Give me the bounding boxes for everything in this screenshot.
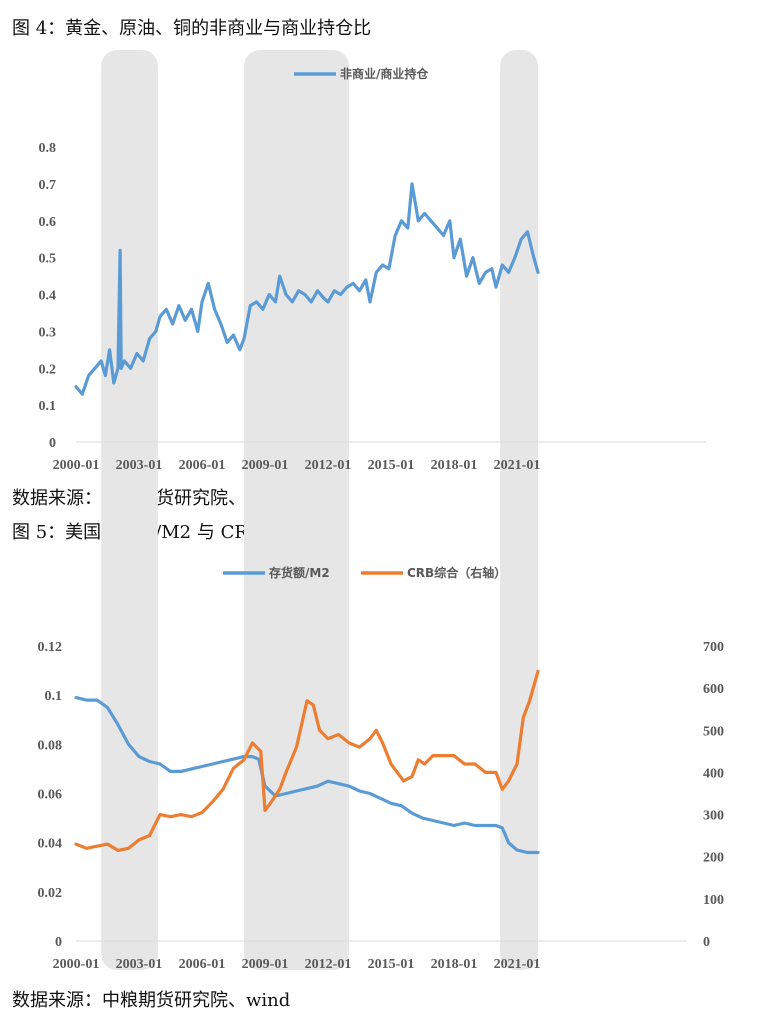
chart1-x-tick-label: 2021-01 (494, 458, 541, 473)
chart2-x-tick-label: 2021-01 (494, 957, 541, 972)
chart1-series-line-1 (74, 182, 540, 396)
chart1-y-tick-label: 0.5 (39, 252, 57, 267)
chart2-y2-tick-label: 200 (703, 851, 724, 866)
chart1-legend-label: 非商业/商业持仓 (340, 66, 429, 81)
chart2-y-tick-label: 0.02 (38, 886, 63, 901)
chart2-y-tick-label: 0.08 (38, 738, 63, 753)
chart2-x-tick-label: 2012-01 (305, 957, 352, 972)
chart2-y-tick-label: 0 (55, 935, 62, 950)
chart1-y-tick-label: 0.8 (39, 141, 57, 156)
chart2-series-line-1 (74, 695, 540, 855)
shaded-period-2 (244, 50, 349, 970)
chart2-y2-tick-label: 300 (703, 809, 724, 824)
chart2-y2-tick-label: 500 (703, 724, 724, 739)
chart1-x-tick-label: 2003-01 (116, 458, 163, 473)
chart2-legend-label: 存货额/M2 (268, 565, 330, 580)
chart1-y-tick-label: 0.6 (39, 215, 57, 230)
chart2-x-tick-label: 2000-01 (53, 957, 100, 972)
chart1-y-tick-label: 0.4 (39, 289, 57, 304)
chart2-x-tick-label: 2003-01 (116, 957, 163, 972)
chart2-x-tick-label: 2015-01 (368, 957, 415, 972)
chart1-x-tick-label: 2006-01 (179, 458, 226, 473)
chart2-y2-tick-label: 700 (703, 640, 724, 655)
chart2-y-tick-label: 0.1 (45, 689, 63, 704)
chart2-y2-tick-label: 100 (703, 893, 724, 908)
chart1-y-tick-label: 0.1 (39, 399, 57, 414)
chart2-y-tick-label: 0.04 (38, 837, 63, 852)
chart2-y2-tick-label: 400 (703, 766, 724, 781)
chart1-y-tick-label: 0.7 (39, 178, 57, 193)
chart1-y-tick-label: 0 (49, 436, 56, 451)
figure-4-caption: 图 4：黄金、原油、铜的非商业与商业持仓比 (12, 18, 372, 39)
chart1-y-tick-label: 0.2 (39, 362, 57, 377)
figure-5-source: 数据来源：中粮期货研究院、wind (12, 990, 291, 1011)
chart1-x-tick-label: 2018-01 (431, 458, 478, 473)
chart2-x-tick-label: 2006-01 (179, 957, 226, 972)
chart2-legend-label: CRB综合（右轴） (407, 565, 506, 580)
chart2-y-tick-label: 0.06 (38, 788, 63, 803)
chart2-x-tick-label: 2018-01 (431, 957, 478, 972)
chart1-x-tick-label: 2000-01 (53, 458, 100, 473)
chart1-x-tick-label: 2015-01 (368, 458, 415, 473)
chart2-series-line-2 (74, 669, 540, 853)
chart1-x-tick-label: 2012-01 (305, 458, 352, 473)
chart2-y2-tick-label: 600 (703, 682, 724, 697)
chart2-y2-tick-label: 0 (703, 935, 710, 950)
chart2-x-tick-label: 2009-01 (242, 957, 289, 972)
chart1-x-tick-label: 2009-01 (242, 458, 289, 473)
shaded-period-3 (500, 50, 538, 970)
chart2-y-tick-label: 0.12 (38, 640, 63, 655)
chart1-y-tick-label: 0.3 (39, 325, 57, 340)
shaded-period-1 (101, 50, 158, 970)
